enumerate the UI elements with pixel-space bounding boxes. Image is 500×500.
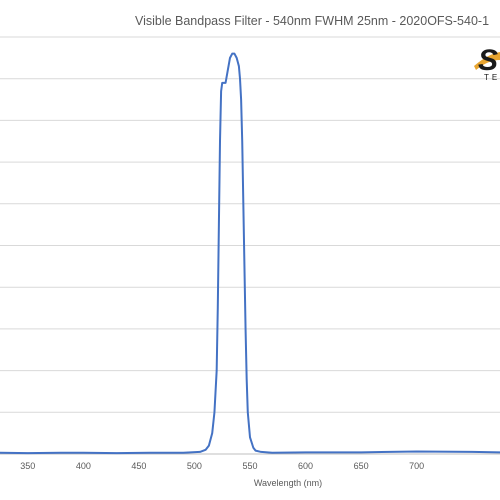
x-tick-label: 350	[20, 461, 35, 471]
x-tick-label: 450	[131, 461, 146, 471]
series-line	[0, 52, 500, 455]
logo-mark: S	[478, 44, 498, 77]
x-tick-label: 650	[354, 461, 369, 471]
x-tick-label: 600	[298, 461, 313, 471]
x-tick-label: 700	[409, 461, 424, 471]
x-axis-label: Wavelength (nm)	[254, 478, 322, 488]
company-logo: S TE	[474, 44, 500, 82]
gridlines	[0, 36, 500, 413]
x-tick-label: 550	[242, 461, 257, 471]
chart-title: Visible Bandpass Filter - 540nm FWHM 25n…	[135, 14, 489, 28]
logo-subtext: TE	[484, 73, 500, 82]
x-tick-label: 500	[187, 461, 202, 471]
x-tick-label: 400	[76, 461, 91, 471]
x-tick-labels: 350 400 450 500 550 600 650 700	[20, 461, 424, 471]
logo-swoosh-icon	[474, 52, 500, 70]
